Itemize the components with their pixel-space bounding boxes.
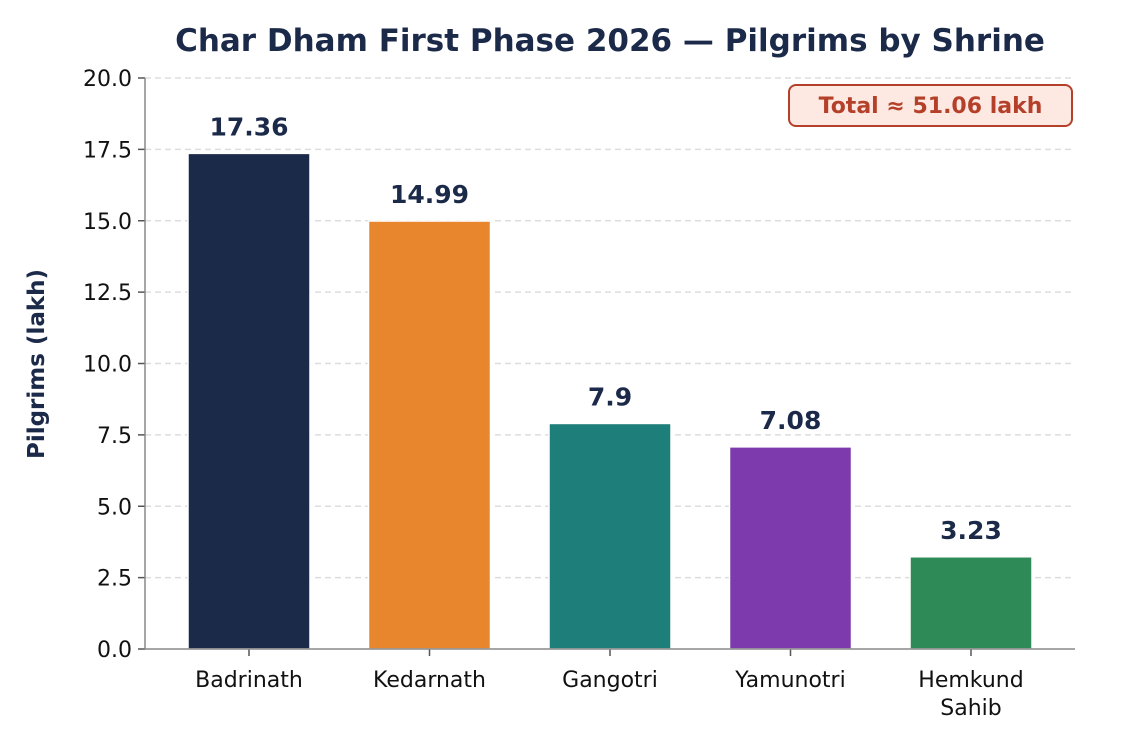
y-tick-label: 10.0 [83,353,132,378]
x-tick-label-4: Hemkund Sahib [918,668,1023,721]
data-label-0: 17.36 [209,112,288,141]
y-tick-label: 17.5 [83,138,132,163]
y-tick-label: 20.0 [83,67,132,92]
x-tick-label-2: Gangotri [562,668,658,693]
data-label-3: 7.08 [760,406,822,435]
y-tick-label: 12.5 [83,281,132,306]
data-label-4: 3.23 [940,516,1002,545]
x-tick-label-3: Yamunotri [734,668,845,693]
y-tick-label: 5.0 [97,495,132,520]
bar-0 [187,152,311,650]
y-axis-ticks: 0.0 2.5 5.0 7.5 10.0 12.5 15.0 17.5 20.0 [83,67,145,663]
bar-4 [909,556,1033,650]
y-tick-label: 7.5 [97,424,132,449]
y-tick-label: 0.0 [97,638,132,663]
data-label-2: 7.9 [588,382,632,411]
y-tick-label: 15.0 [83,210,132,235]
bar-1 [367,220,492,650]
total-annotation-text: Total ≈ 51.06 lakh [819,94,1043,119]
x-tick-label-0: Badrinath [195,668,303,693]
y-tick-label: 2.5 [97,567,132,592]
x-axis-ticks: Badrinath Kedarnath Gangotri Yamunotri Hemku… [195,649,1024,721]
y-axis-label: Pilgrims (lakh) [24,269,50,459]
data-label-1: 14.99 [390,180,469,209]
bar-3 [728,446,853,650]
chart-title: Char Dham First Phase 2026 — Pilgrims by… [175,23,1045,59]
bars [187,152,1033,650]
x-tick-label-1: Kedarnath [373,668,486,693]
total-annotation: Total ≈ 51.06 lakh [788,84,1073,127]
data-labels: 17.36 14.99 7.9 7.08 3.23 [209,112,1001,544]
bar-2 [548,422,672,650]
total-annotation-box [788,84,1073,127]
